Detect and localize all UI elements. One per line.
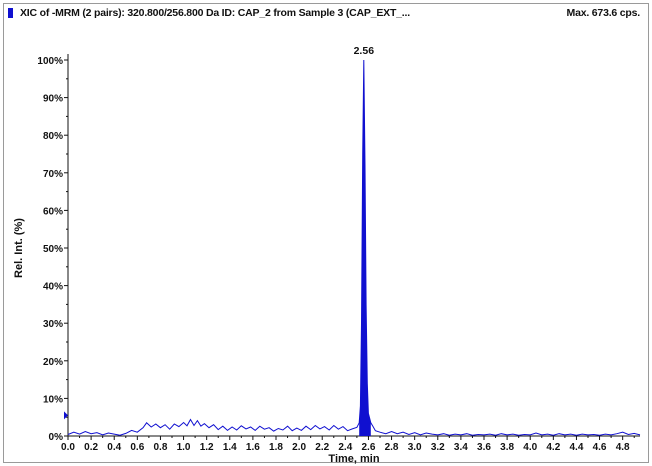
x-axis-label: Time, min [328,453,379,465]
x-tick-label: 4.0 [523,442,537,453]
chart-title: XIC of -MRM (2 pairs): 320.800/256.800 D… [20,7,410,19]
x-tick-label: 2.2 [315,442,329,453]
x-tick-label: 0.6 [130,442,144,453]
x-tick-label: 0.2 [84,442,98,453]
x-tick-label: 0.8 [153,442,167,453]
y-axis-label: Rel. Int. (%) [13,218,25,278]
chart-frame [3,3,649,463]
x-tick-label: 2.6 [361,442,375,453]
x-tick-label: 2.0 [292,442,306,453]
x-tick-label: 1.2 [200,442,214,453]
max-intensity-label: Max. 673.6 cps. [566,7,641,19]
x-axis-ticks: 0.0 0.2 0.4 0.6 0.8 1.0 1.2 1.4 1.6 1.8 2.0 2.2 2.4 2… [61,436,635,453]
series-line [67,59,641,436]
y-tick-label: 10% [43,394,63,405]
intensity-marker [64,411,68,420]
x-tick-label: 3.0 [408,442,422,453]
x-tick-label: 2.8 [385,442,399,453]
peak-label: 2.56 [354,45,375,57]
y-tick-label: 80% [43,131,63,142]
y-axis-ticks: 0% 10% 20% 30% 40% 50% 60% 70% 80% 90% 100% [37,56,68,443]
x-tick-label: 0.0 [61,442,75,453]
x-tick-label: 2.4 [338,442,352,453]
x-tick-label: 3.2 [431,442,445,453]
y-tick-label: 90% [43,94,63,105]
x-tick-label: 4.8 [616,442,630,453]
x-tick-label: 1.0 [177,442,191,453]
y-tick-label: 40% [43,282,63,293]
x-tick-label: 1.6 [246,442,260,453]
peak-fill [359,60,371,436]
y-tick-label: 30% [43,319,63,330]
x-tick-label: 0.4 [107,442,121,453]
y-tick-label: 50% [43,244,63,255]
chart-header: XIC of -MRM (2 pairs): 320.800/256.800 D… [8,6,646,22]
y-tick-label: 70% [43,169,63,180]
x-tick-label: 4.6 [593,442,607,453]
y-tick-label: 20% [43,357,63,368]
y-tick-label: 60% [43,206,63,217]
x-tick-label: 3.6 [477,442,491,453]
x-tick-label: 1.4 [223,442,237,453]
y-tick-label: 100% [37,56,63,67]
x-tick-label: 4.4 [569,442,583,453]
series-color-swatch [8,8,13,18]
x-tick-label: 3.8 [500,442,514,453]
y-tick-label: 0% [49,432,64,443]
x-tick-label: 4.2 [546,442,560,453]
x-tick-label: 3.4 [454,442,468,453]
x-tick-label: 1.8 [269,442,283,453]
